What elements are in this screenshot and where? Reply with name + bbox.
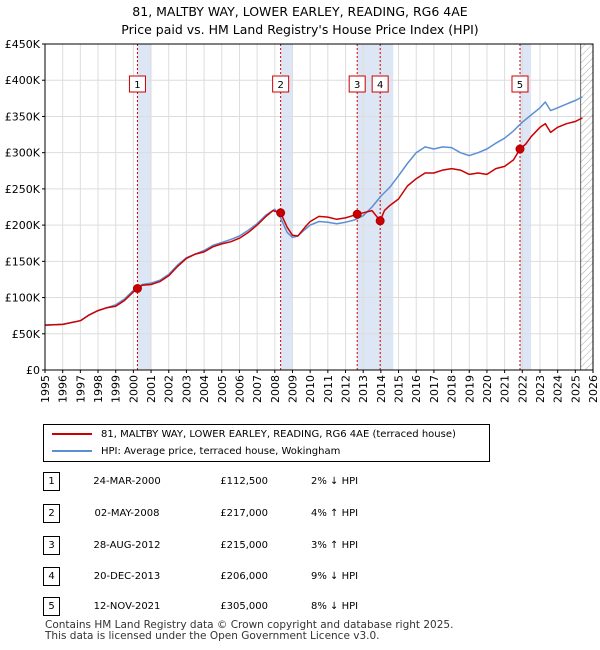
legend-label-property: 81, MALTBY WAY, LOWER EARLEY, READING, R… <box>101 429 456 440</box>
sale-marker-number: 2 <box>277 80 283 91</box>
sale-point <box>132 284 142 293</box>
x-tick-label: 2003 <box>180 375 193 403</box>
x-tick-label: 2002 <box>163 375 176 403</box>
x-tick-label: 1995 <box>39 375 52 403</box>
x-tick-label: 1998 <box>92 375 105 403</box>
x-tick-label: 2008 <box>269 375 282 403</box>
sale-marker-box <box>511 75 529 93</box>
y-tick-label: £300K <box>5 147 41 160</box>
plot-frame <box>44 43 594 371</box>
x-tick-label: 2007 <box>251 375 264 403</box>
row-number-badge: 5 <box>43 597 60 616</box>
x-tick-label: 2013 <box>357 375 370 403</box>
row-price: £112,500 <box>220 476 268 487</box>
legend-label-hpi: HPI: Average price, terraced house, Woki… <box>101 446 341 457</box>
y-tick-label: £200K <box>5 219 41 232</box>
x-tick-label: 2026 <box>587 375 600 403</box>
sale-marker-number: 3 <box>354 80 360 91</box>
x-tick-label: 2023 <box>534 375 547 403</box>
sale-marker-number: 1 <box>134 80 140 91</box>
legend-swatch-hpi <box>52 450 92 452</box>
x-tick-label: 1999 <box>110 375 123 403</box>
title-line-1: 81, MALTBY WAY, LOWER EARLEY, READING, R… <box>132 4 468 19</box>
ownership-shade <box>280 44 293 370</box>
row-price: £305,000 <box>220 601 268 612</box>
sale-marker-number: 4 <box>377 80 383 91</box>
row-number-badge: 3 <box>43 536 60 555</box>
x-tick-label: 2017 <box>428 375 441 403</box>
footer: Contains HM Land Registry data © Crown c… <box>45 620 453 642</box>
footer-copyright: Contains HM Land Registry data © Crown c… <box>45 619 454 631</box>
x-tick-label: 2004 <box>198 375 211 403</box>
x-tick-label: 2001 <box>145 375 158 403</box>
sale-point <box>276 208 286 218</box>
y-tick-label: £250K <box>5 183 41 196</box>
x-tick-label: 1996 <box>57 375 70 403</box>
sale-point <box>375 216 385 226</box>
ownership-shade <box>519 44 532 370</box>
row-hpi: 2% ↓ HPI <box>311 476 359 487</box>
row-number-badge: 4 <box>43 567 60 586</box>
hpi-line <box>44 96 583 326</box>
row-hpi: 9% ↓ HPI <box>311 571 359 582</box>
sale-marker-box <box>348 75 366 93</box>
x-tick-label: 2019 <box>463 375 476 403</box>
title-line-2: Price paid vs. HM Land Registry's House … <box>121 22 479 37</box>
x-tick-label: 2024 <box>552 375 565 403</box>
sale-marker-number: 5 <box>517 80 523 91</box>
x-tick-label: 2018 <box>446 375 459 403</box>
row-price: £206,000 <box>220 571 268 582</box>
x-tick-label: 2012 <box>340 375 353 403</box>
row-date: 20-DEC-2013 <box>93 571 161 582</box>
x-tick-label: 2000 <box>127 375 140 403</box>
row-price: £217,000 <box>220 508 268 519</box>
y-tick-label: £400K <box>5 74 41 87</box>
forecast-hatch <box>580 44 593 370</box>
y-tick-label: £350K <box>5 110 41 123</box>
y-tick-label: £150K <box>5 255 41 268</box>
x-tick-label: 2020 <box>481 375 494 403</box>
x-tick-label: 2016 <box>410 375 423 403</box>
y-tick-label: £50K <box>12 328 41 341</box>
row-date: 02-MAY-2008 <box>94 508 160 519</box>
row-hpi: 8% ↓ HPI <box>311 601 359 612</box>
x-tick-label: 2006 <box>233 375 246 403</box>
ownership-shade <box>137 44 152 370</box>
x-tick-label: 2021 <box>499 375 512 403</box>
y-tick-label: £100K <box>5 292 41 305</box>
x-tick-label: 2014 <box>375 375 388 403</box>
row-price: £215,000 <box>220 540 268 551</box>
property-price-line <box>44 117 583 326</box>
row-hpi: 4% ↑ HPI <box>311 508 359 519</box>
legend-item-hpi: HPI: Average price, terraced house, Woki… <box>52 444 340 460</box>
sale-point <box>515 144 525 154</box>
row-date: 24-MAR-2000 <box>93 476 161 487</box>
legend-swatch-property <box>52 433 92 435</box>
legend-item-property: 81, MALTBY WAY, LOWER EARLEY, READING, R… <box>52 427 456 443</box>
row-hpi: 3% ↑ HPI <box>311 540 359 551</box>
x-tick-label: 1997 <box>74 375 87 403</box>
chart-title: 81, MALTBY WAY, LOWER EARLEY, READING, R… <box>0 3 600 39</box>
row-date: 12-NOV-2021 <box>93 601 161 612</box>
x-tick-label: 2015 <box>393 375 406 403</box>
y-tick-label: £450K <box>5 38 41 51</box>
row-number-badge: 1 <box>43 472 60 491</box>
x-tick-label: 2025 <box>569 375 582 403</box>
sale-marker-box <box>272 75 290 93</box>
sale-marker-box <box>128 75 146 93</box>
row-number-badge: 2 <box>43 504 60 523</box>
legend: 81, MALTBY WAY, LOWER EARLEY, READING, R… <box>43 424 490 462</box>
row-date: 28-AUG-2012 <box>93 540 161 551</box>
sale-marker-box <box>371 75 389 93</box>
sale-point <box>352 209 362 219</box>
y-tick-label: £0 <box>26 364 40 377</box>
x-tick-label: 2005 <box>216 375 229 403</box>
x-tick-label: 2010 <box>304 375 317 403</box>
x-tick-label: 2009 <box>286 375 299 403</box>
price-chart: 1 2 3 4 5 £0 £50K £100K £150K £200K £250K £300K £35… <box>5 38 600 403</box>
x-tick-label: 2011 <box>322 375 335 403</box>
x-tick-label: 2022 <box>516 375 529 403</box>
footer-licence: This data is licensed under the Open Gov… <box>45 630 380 642</box>
